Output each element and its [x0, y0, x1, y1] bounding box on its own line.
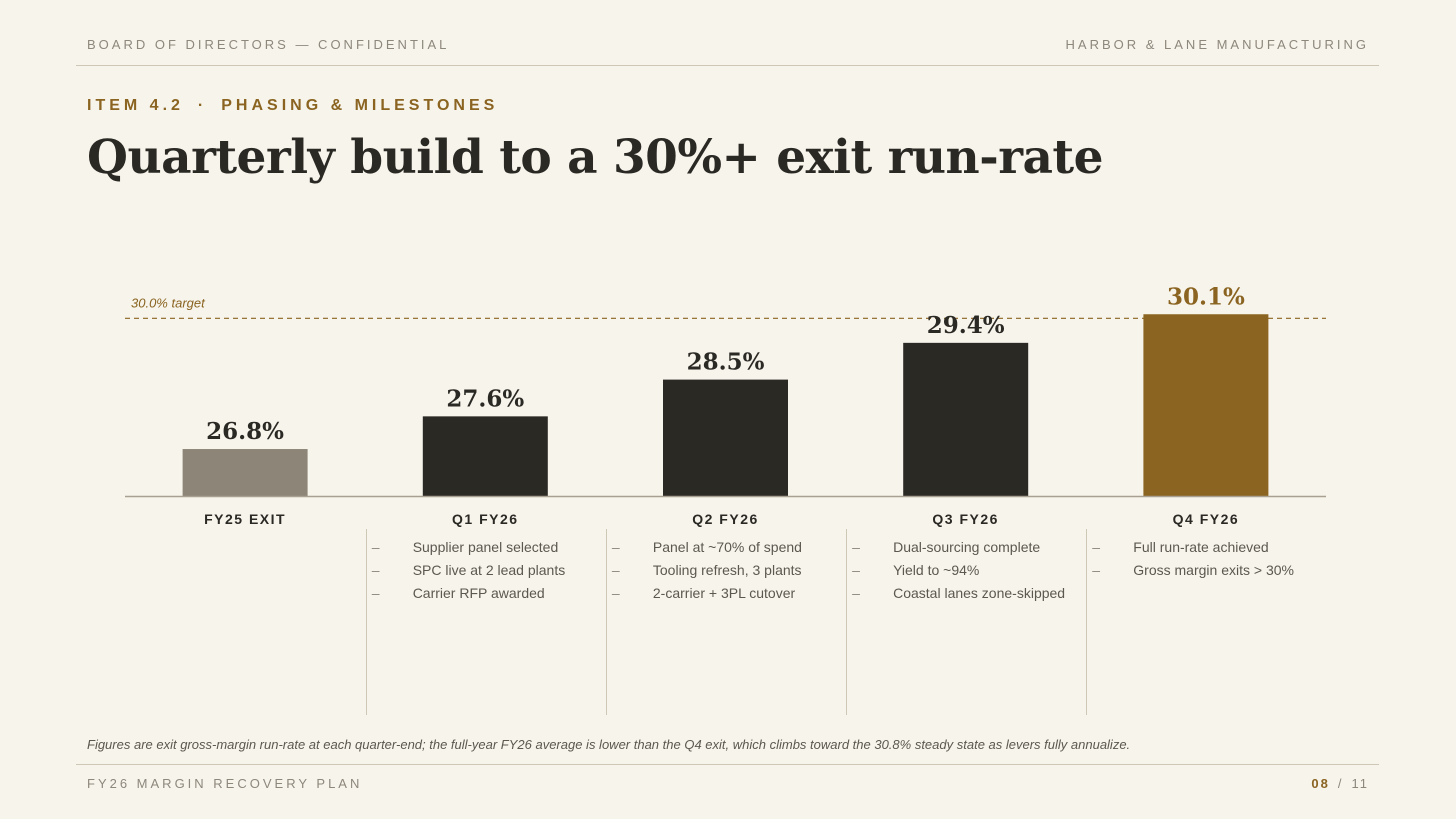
milestone-item: – SPC live at 2 lead plants: [367, 562, 607, 578]
bullet-dash-icon: –: [371, 585, 380, 601]
milestone-item: – Full run-rate achieved: [1087, 539, 1327, 555]
bullet-dash-icon: –: [371, 539, 380, 555]
milestone-column: – Full run-rate achieved – Gross margin exi…: [1086, 529, 1327, 715]
milestone-text: Yield to ~94%: [893, 562, 980, 578]
milestone-text: Coastal lanes zone-skipped: [893, 585, 1066, 601]
milestone-text: 2-carrier + 3PL cutover: [652, 585, 796, 601]
bullet-dash-icon: –: [852, 539, 860, 555]
milestone-column: [126, 529, 366, 715]
page-indicator: 08 / 11: [1311, 776, 1369, 791]
milestone-text: Dual-sourcing complete: [893, 539, 1041, 555]
header-company-name: HARBOR & LANE MANUFACTURING: [1065, 37, 1369, 52]
kicker-separator: ·: [197, 97, 208, 114]
bullet-dash-icon: –: [611, 585, 620, 601]
category-label: Q4 FY26: [1173, 511, 1240, 527]
milestone-item: – Coastal lanes zone-skipped: [847, 585, 1087, 601]
milestone-text: Gross margin exits > 30%: [1133, 562, 1294, 578]
milestone-list: – Supplier panel selected – SPC live at 2 l…: [367, 539, 607, 601]
milestone-text: Carrier RFP awarded: [412, 585, 545, 601]
milestone-list: – Full run-rate achieved – Gross margin exi…: [1087, 539, 1327, 578]
category-label: Q1 FY26: [452, 511, 519, 527]
page-separator: /: [1337, 776, 1344, 791]
milestone-item: – Carrier RFP awarded: [367, 585, 607, 601]
footer-deck-title: FY26 MARGIN RECOVERY PLAN: [87, 776, 363, 791]
category-label: FY25 EXIT: [204, 511, 286, 527]
milestone-list: – Panel at ~70% of spend – Tooling refresh,…: [607, 539, 847, 601]
milestone-text: Full run-rate achieved: [1133, 539, 1269, 555]
bar-value-label: 29.4%: [927, 312, 1005, 339]
milestone-item: – Panel at ~70% of spend: [607, 539, 847, 555]
bar-value-label: 30.1%: [1167, 283, 1245, 310]
bullet-dash-icon: –: [611, 539, 620, 555]
page-total: 11: [1351, 776, 1369, 791]
milestone-column: – Supplier panel selected – SPC live at 2 l…: [365, 529, 607, 715]
bar-value-label: 27.6%: [446, 385, 524, 412]
section-kicker: ITEM 4.2 · PHASING & MILESTONES: [87, 97, 498, 115]
bar-fy25-exit: [182, 449, 308, 496]
milestone-text: Panel at ~70% of spend: [652, 539, 802, 555]
milestone-item: – Gross margin exits > 30%: [1087, 562, 1327, 578]
milestone-column: – Panel at ~70% of spend – Tooling refresh,…: [605, 529, 847, 715]
target-reference-label: 30.0% target: [131, 295, 206, 310]
slide-title: Quarterly build to a 30%+ exit run-rate: [87, 130, 1104, 185]
milestone-list: – Dual-sourcing complete – Yield to ~94% – Co…: [847, 539, 1087, 601]
bullet-dash-icon: –: [1092, 562, 1101, 578]
bullet-dash-icon: –: [1092, 539, 1101, 555]
category-label: Q2 FY26: [692, 511, 759, 527]
kicker-topic: PHASING & MILESTONES: [221, 97, 499, 114]
milestone-text: Supplier panel selected: [412, 539, 559, 555]
milestone-item: – Supplier panel selected: [367, 539, 607, 555]
milestone-item: – Yield to ~94%: [847, 562, 1087, 578]
bar-value-label: 28.5%: [687, 349, 765, 376]
header-confidentiality-label: BOARD OF DIRECTORS — CONFIDENTIAL: [87, 37, 450, 52]
kicker-item-number: ITEM 4.2: [87, 97, 184, 114]
milestone-column: – Dual-sourcing complete – Yield to ~94% – Co…: [846, 529, 1087, 715]
milestone-text: SPC live at 2 lead plants: [412, 562, 566, 578]
bar-q2-fy26: [663, 379, 788, 496]
bullet-dash-icon: –: [611, 562, 620, 578]
page-current: 08: [1311, 776, 1330, 791]
bar-value-label: 26.8%: [206, 418, 284, 445]
milestone-item: – 2-carrier + 3PL cutover: [607, 585, 847, 601]
bullet-dash-icon: –: [852, 562, 860, 578]
milestone-item: – Tooling refresh, 3 plants: [607, 562, 847, 578]
milestone-text: Tooling refresh, 3 plants: [652, 562, 802, 578]
bar-q3-fy26: [903, 342, 1029, 496]
bar-q1-fy26: [422, 416, 548, 496]
milestone-item: – Dual-sourcing complete: [847, 539, 1087, 555]
bullet-dash-icon: –: [852, 585, 860, 601]
category-label: Q3 FY26: [932, 511, 999, 527]
footer-divider: [76, 764, 1379, 765]
bar-q4-fy26: [1143, 314, 1269, 496]
header-divider: [76, 65, 1379, 66]
footnote: Figures are exit gross-margin run-rate a…: [87, 737, 1131, 752]
bullet-dash-icon: –: [371, 562, 380, 578]
